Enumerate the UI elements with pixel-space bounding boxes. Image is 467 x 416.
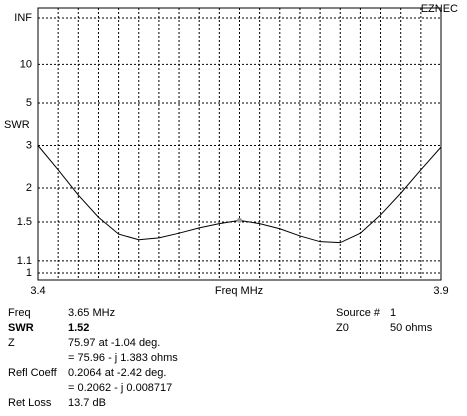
readout-label: Z — [8, 337, 15, 349]
cursor-marker — [237, 217, 242, 223]
readout-value: 0.2064 at -2.42 deg. — [68, 367, 166, 379]
x-axis-label: Freq MHz — [215, 285, 263, 297]
y-tick-label: 2 — [26, 182, 32, 194]
brand: EZNEC — [421, 3, 458, 15]
y-tick-label: INF — [14, 12, 32, 24]
y-axis-label: SWR — [4, 119, 30, 131]
readout-label: Z0 — [336, 322, 349, 334]
x-tick-label: 3.4 — [30, 285, 45, 297]
y-tick-label: 1 — [26, 267, 32, 279]
readout-label: Freq — [8, 307, 31, 319]
readout-value: 3.65 MHz — [68, 307, 115, 319]
y-tick-label: 3 — [26, 139, 32, 151]
readout-value: = 75.96 - j 1.383 ohms — [68, 352, 178, 364]
readout-label: Refl Coeff — [8, 367, 58, 379]
readout-value: 75.97 at -1.04 deg. — [68, 337, 160, 349]
readout-value: 50 ohms — [390, 322, 433, 334]
y-tick-label: 1.1 — [17, 255, 32, 267]
y-tick-label: 1.5 — [17, 216, 32, 228]
readout-value: 1.52 — [68, 322, 89, 334]
y-tick-label: 10 — [20, 58, 32, 70]
readout-value: 1 — [390, 307, 396, 319]
readout-label: SWR — [8, 322, 34, 334]
readout-value: 13.7 dB — [68, 397, 106, 409]
readout-value: = 0.2062 - j 0.008717 — [68, 382, 172, 394]
readout-label: Source # — [336, 307, 381, 319]
x-tick-label: 3.9 — [433, 285, 448, 297]
readout-label: Ret Loss — [8, 397, 52, 409]
y-tick-label: 5 — [26, 97, 32, 109]
